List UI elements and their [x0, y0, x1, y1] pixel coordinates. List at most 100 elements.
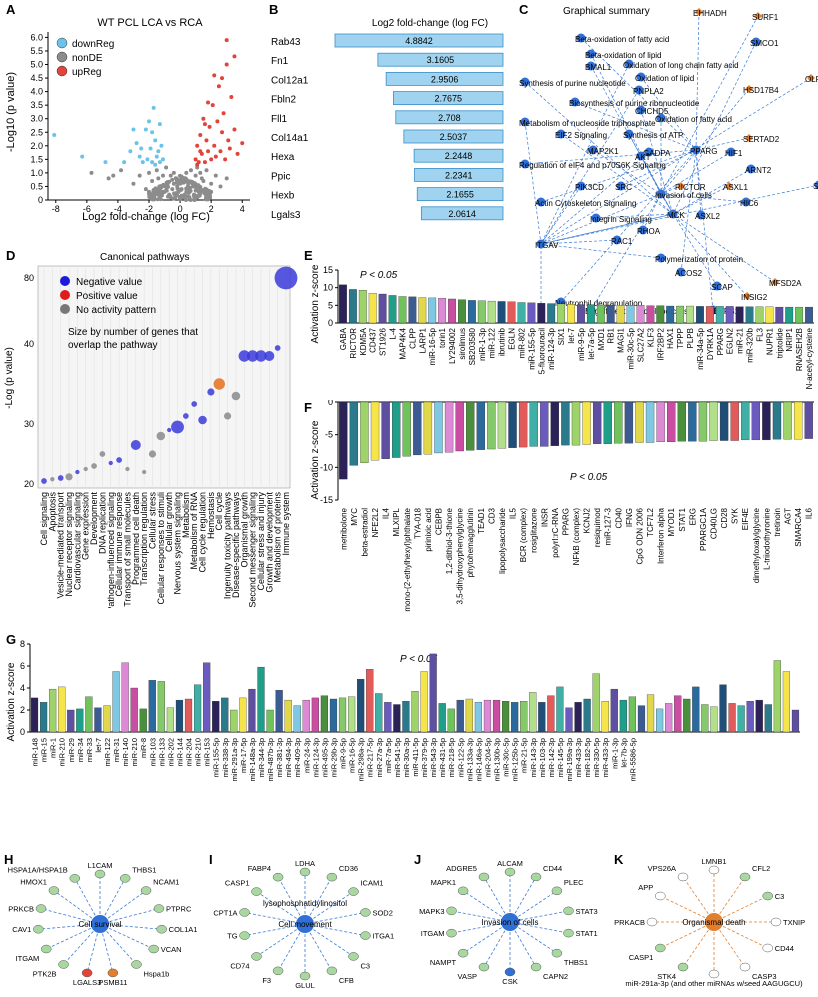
panel-letter: K: [614, 852, 624, 867]
network-node-label: SRC: [615, 183, 632, 192]
point-nonde: [90, 171, 94, 175]
upstream-activators-bar-chart: E Activation z-score P < 0.05 051015GABA…: [300, 248, 818, 400]
x-category-label: miR-155-5p: [212, 738, 221, 777]
y-tick-label: 0: [328, 318, 333, 328]
legend-swatch-negative: [60, 276, 70, 286]
bar: [747, 701, 754, 732]
network-node-label: SMCO1: [750, 39, 779, 48]
x-category-label: miR-344-3p: [257, 738, 266, 777]
bar: [167, 708, 174, 732]
pathway-bubble: [167, 428, 171, 432]
x-category-label: miR-31: [112, 738, 121, 762]
bar: [602, 701, 609, 732]
bar: [593, 674, 600, 732]
point-downreg: [150, 160, 154, 164]
x-category-label: beta-estradiol: [360, 508, 369, 557]
point-nonde: [150, 179, 154, 183]
network-node-marker: [240, 908, 250, 916]
bar: [519, 402, 527, 447]
bar: [738, 706, 745, 732]
x-category-label: miR-103-3p: [538, 738, 547, 777]
point-nonde: [107, 176, 111, 180]
network-node-label: Synthesis of ATP: [623, 131, 683, 140]
bar: [567, 304, 575, 323]
x-category-label: rosiglitazone: [530, 507, 539, 552]
y-tick-label: 30: [24, 419, 34, 429]
x-tick-label: 2: [209, 204, 214, 214]
bar: [456, 402, 464, 451]
x-category-label: miR-145-5p: [556, 738, 565, 777]
network-node-label: RAC1: [611, 237, 633, 246]
y-tick-label: 40: [24, 339, 34, 349]
network-node-label: CSK: [502, 977, 517, 986]
x-category-label: miR-30c-5p: [627, 327, 636, 369]
bar: [185, 699, 192, 732]
x-category-label: miR-217-5p: [366, 738, 375, 777]
network-node-marker: [505, 868, 515, 876]
network-node-label: NCAM1: [153, 878, 179, 887]
pathway-bubble: [91, 463, 97, 469]
bar: [176, 700, 183, 732]
network-node-label: Synthesis of purine nucleotide: [519, 79, 626, 88]
bar: [230, 710, 237, 732]
network-node-label: EHHADH: [693, 9, 727, 18]
x-category-label: miR-140: [121, 738, 130, 766]
pathway-bubble: [198, 416, 207, 425]
bar: [477, 402, 485, 450]
x-category-label: TYA-018: [413, 507, 422, 539]
network-node-label: CD74: [230, 961, 249, 970]
bar: [384, 702, 391, 732]
point-downreg: [158, 160, 162, 164]
organismal-death-network: K Organismal deathLMNB1CFL2C3TXNIPCD44CA…: [610, 852, 818, 992]
network-node-marker: [531, 873, 541, 881]
point-nonde: [161, 174, 165, 178]
bar: [350, 402, 358, 465]
point-nonde: [138, 174, 142, 178]
bar: [561, 402, 569, 445]
bar: [312, 698, 319, 732]
y-tick-label: -5: [325, 430, 333, 440]
x-category-label: miR-144: [175, 738, 184, 766]
point-upreg: [209, 157, 213, 161]
bar: [647, 306, 655, 323]
x-category-label: KCNJ2: [583, 507, 592, 533]
point-upreg: [220, 130, 224, 134]
network-node-label: PLEC: [564, 878, 584, 887]
x-category-label: CD28: [720, 507, 729, 528]
bar: [339, 285, 347, 323]
point-nonde: [187, 180, 191, 184]
bar: [638, 706, 645, 732]
x-category-label: miR-8: [139, 738, 148, 758]
bar: [457, 700, 464, 732]
x-category-label: miR-210: [130, 738, 139, 766]
bar-category-label: Hexa: [271, 152, 295, 163]
pathway-bubble: [275, 345, 281, 351]
x-category-label: EIF4E: [741, 508, 750, 530]
x-category-label: resiquimod: [593, 508, 602, 547]
point-nonde: [178, 195, 182, 199]
point-nonde: [164, 188, 168, 192]
x-category-label: miR-379-5p: [420, 738, 429, 777]
x-category-label: CpG ODN 2006: [635, 507, 644, 564]
x-category-label: miR-298a-3p: [357, 738, 366, 781]
y-tick-label: 2.0: [30, 141, 43, 151]
bar: [575, 702, 582, 732]
point-nonde: [208, 196, 212, 200]
x-category-label: AGT: [784, 508, 793, 525]
bar: [421, 672, 428, 733]
panel-letter: C: [519, 2, 529, 17]
x-category-label: miR-30c-5p: [502, 738, 511, 777]
bar: [756, 700, 763, 732]
bar: [611, 689, 618, 732]
x-tick-label: -4: [114, 204, 122, 214]
point-upreg: [226, 138, 230, 142]
x-category-label: 5-fluorouracil: [537, 328, 546, 374]
x-category-label: EGLN2: [726, 327, 735, 354]
network-node-label: Oxidation of long chain fatty acid: [623, 61, 739, 70]
bar: [294, 706, 301, 732]
x-category-label: miR-122: [488, 327, 497, 358]
point-upreg: [218, 149, 222, 153]
legend-label-positive: Positive value: [76, 291, 138, 302]
panel-letter: A: [6, 2, 16, 17]
